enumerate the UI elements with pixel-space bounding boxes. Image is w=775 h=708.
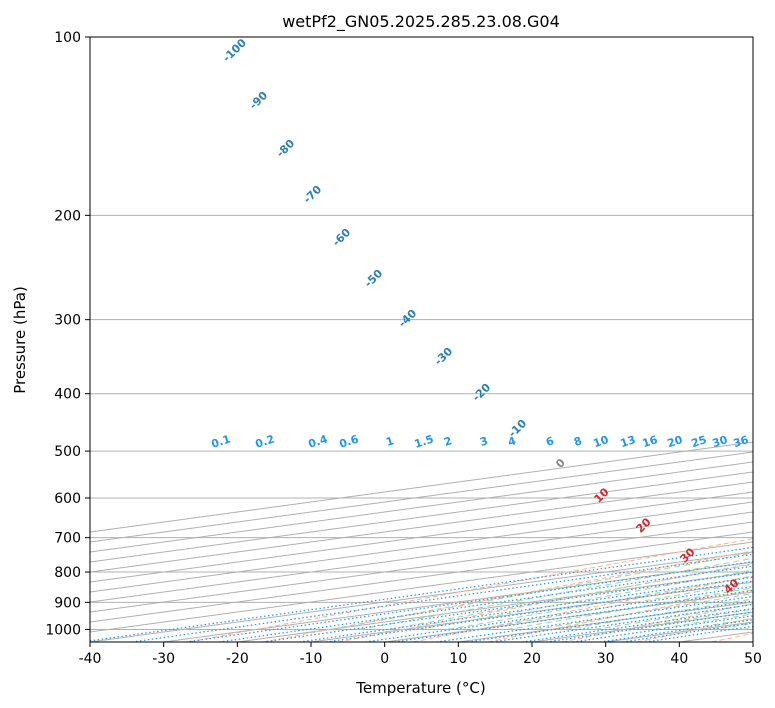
moist-adiabat-line <box>359 557 753 630</box>
x-tick-label: -20 <box>226 651 249 667</box>
dry-adiabat-label: -40 <box>396 307 420 330</box>
y-tick-label: 600 <box>54 491 81 507</box>
y-tick-label: 300 <box>54 313 81 329</box>
mixing-ratio-label: 0.2 <box>254 432 277 450</box>
mixing-ratio-line <box>131 553 753 642</box>
moist-adiabat-line <box>594 603 753 630</box>
plot-line-labels: -100-90-80-70-60-50-40-30-20-10010203040… <box>210 36 751 596</box>
dry-adiabat-label: -90 <box>247 89 271 112</box>
moist-adiabat-line <box>388 563 753 630</box>
isotherm-line <box>531 611 753 642</box>
mixing-ratio-label: 8 <box>572 434 583 449</box>
dry-adiabat-label: -60 <box>330 226 354 249</box>
x-tick-label: 40 <box>670 651 688 667</box>
mixing-ratio-line <box>546 611 753 642</box>
dry-adiabat-line <box>487 589 753 642</box>
moist-adiabat-line <box>624 608 753 630</box>
moist-adiabat-line <box>477 581 753 630</box>
mixing-ratio-label: 3 <box>478 434 489 449</box>
x-tick-label: -10 <box>300 651 323 667</box>
mixing-ratio-label: 10 <box>592 433 611 450</box>
plot-area <box>90 37 753 642</box>
y-tick-label: 100 <box>54 30 81 46</box>
x-tick-label: 30 <box>597 651 615 667</box>
mixing-ratio-label: 25 <box>690 433 709 450</box>
plot-frame <box>89 36 754 643</box>
mixing-ratio-line <box>299 576 753 642</box>
mixing-ratio-label: 0.1 <box>210 432 233 450</box>
isotherm-line <box>384 591 753 642</box>
mixing-ratio-line <box>185 561 753 642</box>
chart-title: wetPf2_GN05.2025.285.23.08.G04 <box>282 12 560 32</box>
mixing-ratio-label: 6 <box>544 434 556 449</box>
y-tick-label: 700 <box>54 531 81 547</box>
moist-adiabat-line <box>506 587 753 630</box>
isotherm-line <box>90 521 753 613</box>
isotherm-line <box>90 511 753 603</box>
x-tick-label: -40 <box>79 651 102 667</box>
mixing-ratio-label: 13 <box>619 433 638 450</box>
moist-adiabat-line <box>447 575 753 630</box>
x-axis-label: Temperature (°C) <box>355 679 485 697</box>
isotherm-line <box>90 501 753 593</box>
mixing-ratio-label: 2 <box>442 434 453 449</box>
y-tick-label: 500 <box>54 444 81 460</box>
mixing-ratio-label: 1.5 <box>413 432 436 450</box>
x-tick-label: -30 <box>152 651 175 667</box>
moist-adiabat-line <box>653 613 753 630</box>
dry-adiabat-label: -30 <box>432 345 456 368</box>
dry-adiabat-label: -80 <box>274 137 298 160</box>
mixing-ratio-label: 16 <box>641 433 660 450</box>
moist-adiabat-line <box>742 627 753 630</box>
x-tick-label: 10 <box>449 651 467 667</box>
x-tick-label: 0 <box>380 651 389 667</box>
isotherm-line <box>90 491 753 583</box>
mixing-ratio-label: 1 <box>384 434 395 449</box>
isotherm-line <box>310 581 753 642</box>
y-tick-label: 900 <box>54 595 81 611</box>
isotherm-line <box>752 641 753 642</box>
dry-adiabat-label: -70 <box>301 183 325 206</box>
dry-adiabat-line <box>338 562 753 642</box>
mixing-ratio-label: 36 <box>732 433 751 450</box>
mixing-ratio-line <box>262 571 753 642</box>
isotherm-line <box>90 551 753 642</box>
y-tick-label: 400 <box>54 387 81 403</box>
mixing-ratio-label: 20 <box>666 433 685 450</box>
isotherm-line <box>90 461 753 553</box>
y-axis-label: Pressure (hPa) <box>11 286 29 394</box>
isotherm-line <box>90 531 753 623</box>
moist-adiabat-label: 10 <box>592 485 612 505</box>
mixing-ratio-line <box>522 608 753 642</box>
moist-adiabat-line <box>329 552 753 630</box>
axes: -40 -30 -20 -10 0 10 20 30 40 5010020030040050060… <box>45 30 762 667</box>
dry-adiabat-label: -50 <box>362 267 386 290</box>
y-tick-label: 200 <box>54 208 81 224</box>
mixing-ratio-label: 0.6 <box>338 432 361 450</box>
y-tick-label: 800 <box>54 565 81 581</box>
moist-adiabat-line <box>418 569 753 630</box>
mixing-ratio-line <box>572 615 753 642</box>
dry-adiabat-line <box>263 550 753 642</box>
dry-adiabat-line <box>636 617 753 642</box>
x-tick-label: 50 <box>744 651 762 667</box>
isotherm-line <box>90 481 753 573</box>
dry-adiabat-line <box>412 575 753 642</box>
moist-adiabat-line <box>536 592 753 630</box>
isotherm-line <box>90 541 753 633</box>
mixing-ratio-line <box>218 565 753 642</box>
moist-adiabat-line <box>683 618 753 630</box>
y-tick-label: 1000 <box>45 622 81 638</box>
dry-adiabat-line <box>711 632 753 642</box>
mixing-ratio-label: 30 <box>711 433 730 450</box>
mixing-ratio-label: 0.4 <box>307 432 330 450</box>
dry-adiabat-label: -20 <box>470 381 494 404</box>
dry-adiabat-line <box>562 603 753 642</box>
mixing-ratio-label: 4 <box>506 434 518 449</box>
isotherm-line <box>90 451 753 543</box>
isotherm-line <box>90 471 753 563</box>
x-tick-label: 20 <box>523 651 541 667</box>
dry-adiabat-label: -100 <box>220 36 249 65</box>
